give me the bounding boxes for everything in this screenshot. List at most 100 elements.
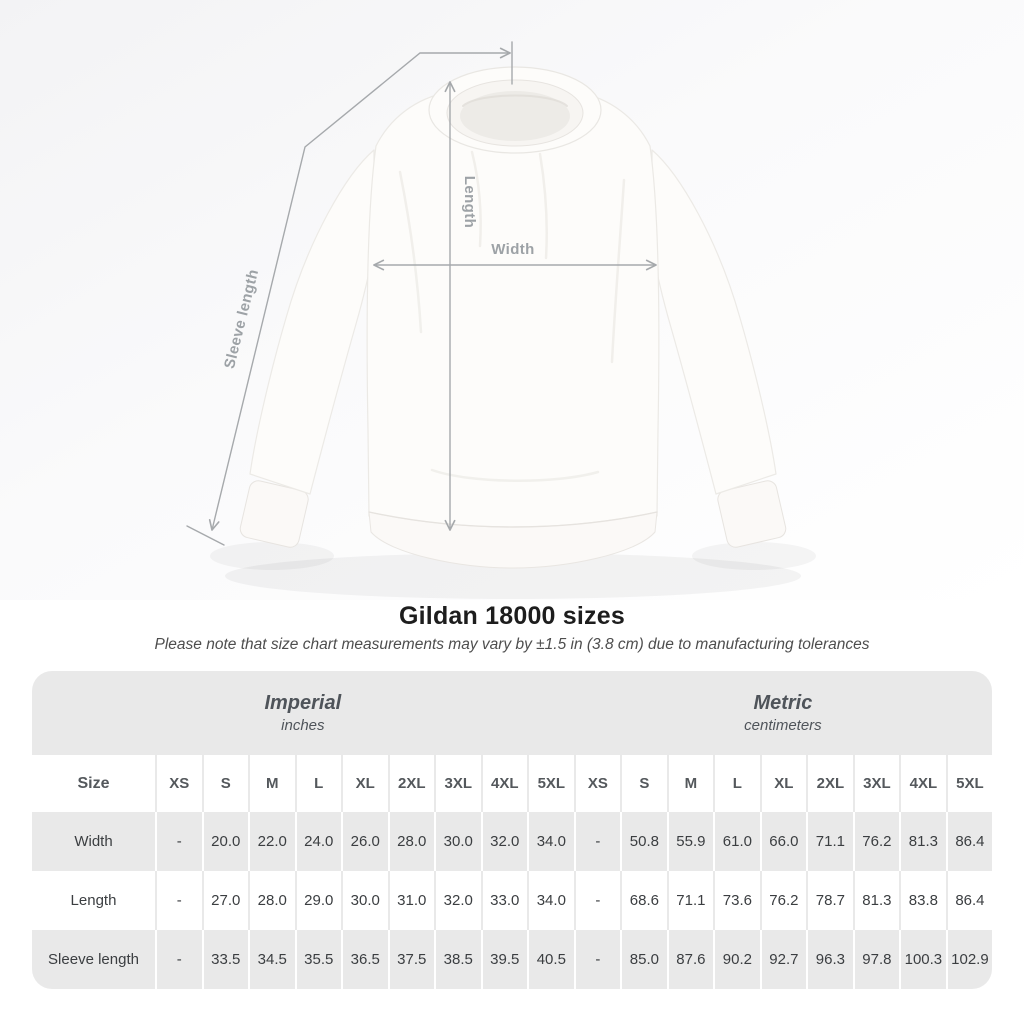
value-cell: 28.0 [387, 812, 434, 871]
value-cell: - [155, 930, 202, 989]
value-cell: 50.8 [620, 812, 667, 871]
size-header: S [620, 755, 667, 812]
value-cell: 37.5 [387, 930, 434, 989]
value-cell: 90.2 [713, 930, 760, 989]
value-cell: 33.0 [480, 871, 527, 930]
size-header-row: Size XS S M L XL 2XL 3XL 4XL 5XL XS S M … [32, 755, 993, 812]
value-cell: 92.7 [759, 930, 807, 989]
value-cell: 55.9 [666, 812, 714, 871]
size-header: 5XL [945, 755, 993, 812]
size-header: XS [573, 755, 621, 812]
size-header: XS [155, 755, 202, 812]
value-cell: 32.0 [480, 812, 527, 871]
size-col-header: Size [32, 755, 155, 812]
value-cell: 39.5 [480, 930, 527, 989]
value-cell: 35.5 [294, 930, 341, 989]
value-cell: 30.0 [341, 871, 388, 930]
page-title: Gildan 18000 sizes [399, 602, 625, 630]
value-cell: 40.5 [527, 930, 574, 989]
right-sleeve [651, 149, 777, 495]
value-cell: 100.3 [899, 930, 946, 989]
size-header: 2XL [387, 755, 434, 812]
sweatshirt-diagram-svg: Length Width Sleeve length [0, 0, 1024, 600]
size-header: 4XL [480, 755, 527, 812]
value-cell: 81.3 [899, 812, 946, 871]
value-cell: 36.5 [341, 930, 388, 989]
size-header: 2XL [806, 755, 853, 812]
value-cell: 87.6 [666, 930, 714, 989]
tolerance-note: Please note that size chart measurements… [154, 636, 870, 653]
value-cell: 38.5 [434, 930, 481, 989]
value-cell: - [573, 812, 621, 871]
row-label: Sleeve length [32, 930, 155, 989]
value-cell: 85.0 [620, 930, 667, 989]
metric-label: Metric [753, 691, 813, 714]
value-cell: 22.0 [248, 812, 295, 871]
size-chart: Imperial inches Metric centimeters Size … [32, 671, 993, 989]
value-cell: 83.8 [899, 871, 946, 930]
value-cell: 61.0 [713, 812, 760, 871]
product-measurement-diagram: Length Width Sleeve length [0, 0, 1024, 600]
value-cell: - [573, 930, 621, 989]
length-label: Length [461, 176, 478, 228]
sleeve-dimension-line [208, 47, 511, 531]
value-cell: - [573, 871, 621, 930]
value-cell: 73.6 [713, 871, 760, 930]
garment-shadow [210, 542, 816, 599]
table-row-width: Width - 20.0 22.0 24.0 26.0 28.0 30.0 32… [32, 812, 993, 871]
row-label: Length [32, 871, 155, 930]
size-header: XL [759, 755, 807, 812]
value-cell: 29.0 [294, 871, 341, 930]
size-header: S [201, 755, 248, 812]
value-cell: 102.9 [945, 930, 993, 989]
value-cell: 78.7 [806, 871, 853, 930]
value-cell: 71.1 [666, 871, 714, 930]
value-cell: 96.3 [806, 930, 853, 989]
value-cell: 66.0 [759, 812, 807, 871]
size-header: L [713, 755, 760, 812]
value-cell: 27.0 [201, 871, 248, 930]
value-cell: 76.2 [759, 871, 807, 930]
value-cell: 24.0 [294, 812, 341, 871]
value-cell: 86.4 [945, 812, 993, 871]
value-cell: 81.3 [852, 871, 900, 930]
table-row-sleeve-length: Sleeve length - 33.5 34.5 35.5 36.5 37.5… [32, 930, 993, 989]
value-cell: 86.4 [945, 871, 993, 930]
value-cell: 20.0 [201, 812, 248, 871]
value-cell: 31.0 [387, 871, 434, 930]
crew-collar [428, 66, 602, 154]
value-cell: 76.2 [852, 812, 900, 871]
value-cell: - [155, 812, 202, 871]
metric-band: Metric centimeters [573, 671, 993, 755]
value-cell: 32.0 [434, 871, 481, 930]
value-cell: 28.0 [248, 871, 295, 930]
value-cell: 34.0 [527, 871, 574, 930]
value-cell: 71.1 [806, 812, 853, 871]
value-cell: 26.0 [341, 812, 388, 871]
right-cuff [717, 480, 787, 548]
imperial-label: Imperial [264, 691, 342, 714]
value-cell: 68.6 [620, 871, 667, 930]
size-header: 4XL [899, 755, 946, 812]
metric-sublabel: centimeters [744, 716, 822, 734]
size-header: M [666, 755, 714, 812]
size-header: 3XL [852, 755, 900, 812]
sleeve-bottom-tick [186, 525, 225, 546]
value-cell: 97.8 [852, 930, 900, 989]
table-row-length: Length - 27.0 28.0 29.0 30.0 31.0 32.0 3… [32, 871, 993, 930]
dimension-lines [186, 41, 657, 546]
imperial-sublabel: inches [281, 716, 325, 734]
value-cell: 34.0 [527, 812, 574, 871]
row-label: Width [32, 812, 155, 871]
width-label: Width [491, 241, 535, 258]
size-header: XL [341, 755, 388, 812]
size-header: 5XL [527, 755, 574, 812]
value-cell: 34.5 [248, 930, 295, 989]
size-chart-table: Imperial inches Metric centimeters Size … [32, 671, 993, 989]
value-cell: 33.5 [201, 930, 248, 989]
value-cell: 30.0 [434, 812, 481, 871]
title-block: Gildan 18000 sizes Please note that size… [0, 602, 1024, 654]
unit-band-row: Imperial inches Metric centimeters [32, 671, 993, 755]
value-cell: - [155, 871, 202, 930]
size-header: M [248, 755, 295, 812]
